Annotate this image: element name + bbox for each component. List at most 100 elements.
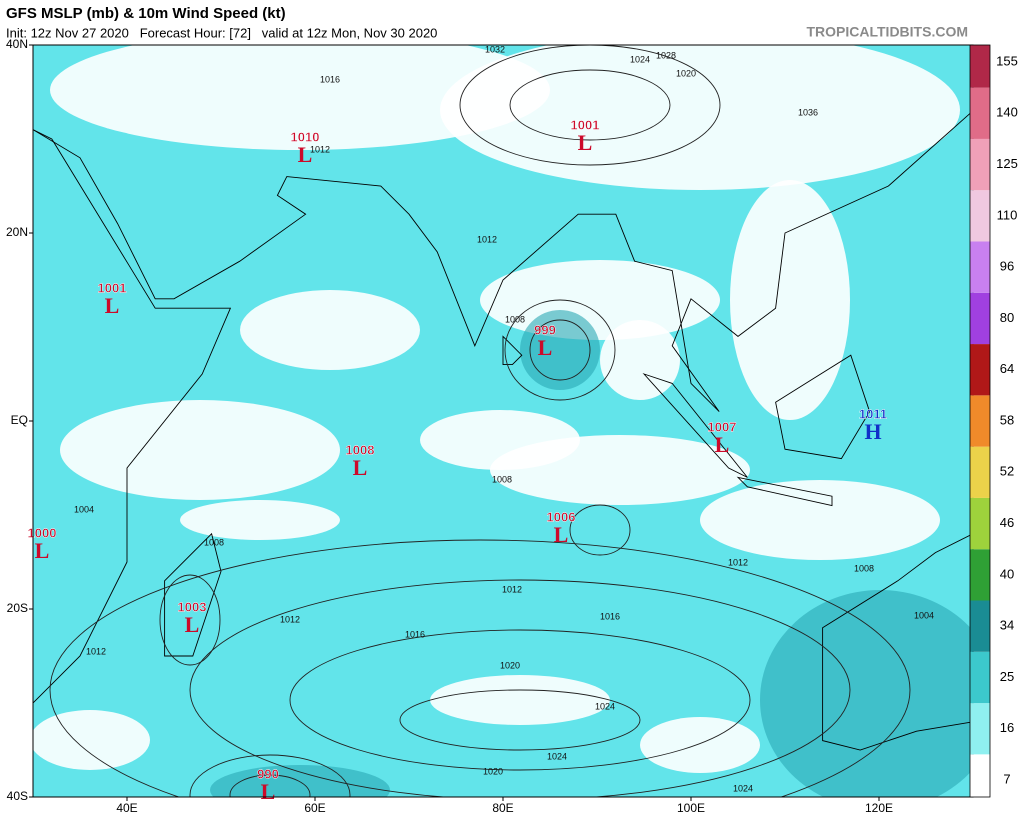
- colorbar-label: 52: [1000, 464, 1014, 479]
- isobar: [399, 689, 641, 751]
- center-pressure: 990: [257, 766, 279, 781]
- isobar-label: 1020: [483, 766, 503, 776]
- center-pressure: 1001: [571, 117, 600, 132]
- source-label: TROPICALTIDBITS.COM: [806, 24, 968, 40]
- center-kind: L: [261, 779, 276, 804]
- center-kind: L: [578, 130, 593, 155]
- colorbar-bin: [970, 87, 990, 139]
- calm-area: [60, 400, 340, 500]
- land-madagascar: [164, 532, 222, 657]
- center-pressure: 1011: [859, 406, 887, 421]
- strong-wind: [210, 765, 390, 797]
- isobar-label: 1012: [502, 584, 522, 594]
- isobar: [459, 45, 721, 166]
- colorbar-label: 80: [1000, 310, 1014, 325]
- strong-wind: [520, 310, 600, 390]
- center-pressure: 1010: [291, 129, 320, 144]
- center-kind: H: [864, 419, 881, 444]
- center-pressure: 1008: [346, 442, 375, 457]
- lon-label: 120E: [865, 801, 893, 815]
- colorbar-label: 34: [1000, 618, 1014, 633]
- center-kind: L: [298, 142, 313, 167]
- colorbar-label: 46: [1000, 515, 1014, 530]
- colorbar-bin: [970, 651, 990, 704]
- colorbar-label: 125: [996, 156, 1018, 171]
- colorbar-bin: [970, 703, 990, 755]
- colorbar-label: 140: [996, 105, 1018, 120]
- calm-area: [490, 435, 750, 505]
- isobar-label: 1008: [204, 537, 224, 547]
- isobar-label: 1012: [728, 557, 748, 567]
- isobar: [529, 319, 591, 381]
- colorbar-label: 25: [1000, 669, 1014, 684]
- land-asia: [33, 45, 973, 412]
- isobar-label: 1024: [547, 751, 567, 761]
- land-sumatra: [642, 373, 748, 478]
- center-kind: L: [715, 432, 730, 457]
- isobar-label: 1012: [86, 646, 106, 656]
- map-layer: 1012 1016 1020 1024 1028 1032 1036 1008 1012 1016…: [33, 45, 973, 797]
- isobar-label: 1012: [477, 234, 497, 244]
- calm-area: [440, 45, 960, 190]
- center-pressure: 999: [534, 322, 556, 337]
- isobar-label: 1024: [630, 54, 650, 64]
- isobar-label: 1016: [405, 629, 425, 639]
- isobar: [289, 629, 751, 771]
- colorbar-bin: [970, 45, 990, 88]
- center-pressure: 1000: [28, 525, 57, 540]
- isobar: [159, 574, 221, 666]
- calm-area: [600, 320, 680, 400]
- calm-area: [480, 260, 720, 340]
- calm-area: [640, 717, 760, 773]
- colorbar-bin: [970, 754, 990, 797]
- center-kind: L: [554, 522, 569, 547]
- colorbar-label: 7: [1003, 771, 1010, 786]
- isobar-label: 1008: [492, 474, 512, 484]
- center-pressure: 1007: [708, 419, 737, 434]
- colorbar-label: 58: [1000, 412, 1014, 427]
- center-pressure: 1003: [178, 599, 207, 614]
- center-kind: L: [538, 335, 553, 360]
- isobar-label: 1024: [595, 701, 615, 711]
- isobar-label: 1008: [854, 563, 874, 573]
- isobar-label: 1004: [74, 504, 94, 514]
- isobar-label: 1004: [914, 610, 934, 620]
- colorbar-bin: [970, 241, 990, 293]
- colorbar-bin: [970, 549, 990, 601]
- colorbar-bin: [970, 497, 990, 550]
- colorbar-label: 155: [996, 53, 1018, 68]
- colorbar-label: 96: [1000, 259, 1014, 274]
- calm-area: [180, 500, 340, 540]
- lat-label: 40S: [7, 789, 28, 803]
- colorbar-bin: [970, 600, 990, 652]
- calm-area: [730, 180, 850, 420]
- isobar-label: 1036: [798, 107, 818, 117]
- isobar: [569, 504, 631, 556]
- calm-area: [50, 45, 550, 150]
- isobar: [509, 69, 671, 141]
- lon-label: 80E: [492, 801, 513, 815]
- lat-label: 40N: [6, 37, 28, 51]
- calm-area: [700, 480, 940, 560]
- isobar: [504, 299, 616, 401]
- colorbar-label: 110: [997, 207, 1018, 222]
- colorbar-frame: [969, 44, 991, 798]
- isobar-label: 1016: [320, 74, 340, 84]
- colorbar-bin: [970, 446, 990, 498]
- land-java: [736, 476, 833, 507]
- land-australia: [822, 533, 973, 751]
- lon-label: 60E: [304, 801, 325, 815]
- isobar-label: 1020: [676, 68, 696, 78]
- isobar-label: 1012: [280, 614, 300, 624]
- isobar: [189, 754, 351, 797]
- calm-area: [430, 675, 610, 725]
- colorbar-label: 16: [1000, 720, 1014, 735]
- isobar: [49, 539, 911, 797]
- land-sri-lanka: [502, 335, 523, 366]
- strong-wind: [760, 590, 973, 797]
- lon-label: 40E: [116, 801, 137, 815]
- colorbar-label: 64: [1000, 361, 1014, 376]
- isobar-label: 1024: [733, 783, 753, 793]
- land-borneo: [775, 354, 871, 460]
- colorbar-bin: [970, 292, 990, 345]
